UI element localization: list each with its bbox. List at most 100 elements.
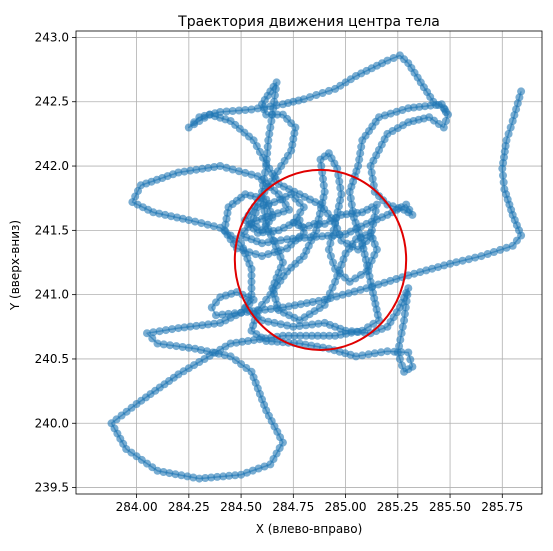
trajectory-point: [155, 209, 164, 218]
x-tick-label: 285.75: [481, 500, 523, 514]
trajectory-point: [247, 277, 256, 286]
y-tick-label: 242.5: [35, 95, 69, 109]
trajectory-point: [237, 470, 246, 479]
trajectory-point: [389, 54, 398, 62]
trajectory-point: [360, 328, 369, 337]
trajectory-point: [159, 468, 168, 476]
trajectory-point: [358, 351, 367, 360]
trajectory-point: [314, 319, 323, 328]
trajectory-point: [356, 285, 365, 294]
trajectory-point: [235, 106, 243, 115]
trajectory-point: [207, 473, 216, 482]
trajectory-point: [295, 322, 304, 330]
trajectory-point: [367, 168, 376, 177]
trajectory-point: [247, 105, 256, 114]
trajectory-point: [344, 289, 353, 298]
y-tick-label: 241.5: [35, 223, 69, 237]
trajectory-point: [452, 258, 461, 267]
trajectory-point: [336, 183, 345, 192]
trajectory-point: [258, 252, 266, 261]
trajectory-point: [397, 329, 406, 338]
trajectory-point: [504, 129, 513, 138]
trajectory-point: [290, 331, 299, 340]
trajectory-point: [372, 200, 381, 209]
trajectory-point: [335, 230, 344, 239]
trajectory-point: [337, 190, 346, 199]
trajectory-point: [508, 117, 517, 125]
trajectory-point: [320, 187, 329, 196]
trajectory-point: [416, 268, 425, 277]
trajectory-point: [197, 219, 206, 228]
trajectory-point: [192, 165, 201, 174]
trajectory-point: [329, 258, 337, 267]
trajectory-point: [508, 241, 517, 250]
trajectory-point: [400, 316, 409, 325]
trajectory-point: [370, 213, 379, 222]
trajectory-point: [247, 290, 256, 299]
trajectory-point: [401, 303, 410, 312]
trajectory-point: [260, 103, 269, 112]
trajectory-point: [446, 259, 455, 268]
trajectory-point: [441, 117, 450, 125]
trajectory-point: [209, 222, 218, 231]
trajectory-point: [222, 107, 231, 116]
x-tick-label: 285.00: [325, 500, 367, 514]
x-tick-label: 284.50: [220, 500, 262, 514]
trajectory-point: [477, 252, 486, 261]
trajectory-point: [325, 331, 334, 340]
trajectory-point: [245, 248, 254, 257]
trajectory-point: [183, 472, 192, 481]
trajectory-point: [273, 110, 282, 119]
trajectory-point: [216, 162, 225, 170]
trajectory-point: [312, 91, 321, 99]
trajectory-point: [278, 331, 287, 340]
reference-circle: [233, 168, 408, 351]
trajectory-point: [180, 323, 189, 332]
trajectory-point: [367, 226, 376, 235]
y-tick-label: 243.0: [35, 30, 69, 44]
trajectory-point: [180, 167, 189, 176]
trajectory-point: [177, 471, 186, 480]
y-axis: 239.5 240.0 240.5 241.0 241.5 242.0 242.5 243.0: [35, 30, 76, 495]
trajectory-point: [354, 162, 363, 170]
y-axis-label: Y (вверх-вниз): [8, 220, 22, 311]
trajectory-point: [239, 246, 248, 255]
trajectory-point: [184, 343, 193, 352]
trajectory-point: [247, 271, 256, 280]
trajectory-point: [324, 86, 333, 95]
trajectory-point: [318, 232, 327, 241]
trajectory-point: [216, 108, 225, 116]
trajectory-point: [204, 320, 213, 329]
y-tick-label: 242.0: [35, 159, 69, 173]
trajectory-point: [422, 266, 431, 275]
trajectory-point: [404, 271, 413, 280]
y-tick-label: 240.5: [35, 352, 69, 366]
x-tick-label: 285.25: [377, 500, 419, 514]
trajectory-point: [289, 322, 298, 331]
trajectory-point: [172, 342, 181, 351]
trajectory-point: [314, 296, 323, 305]
trajectory-point: [319, 181, 328, 190]
trajectory-point: [296, 300, 305, 309]
plot-frame: [75, 30, 543, 495]
trajectory-point: [380, 278, 389, 287]
trajectory-point: [148, 334, 157, 343]
trajectory-point: [404, 284, 413, 293]
trajectory-point: [395, 355, 404, 363]
trajectory-point: [198, 164, 207, 173]
trajectory-point: [347, 200, 356, 209]
trajectory-point: [396, 335, 405, 344]
trajectory-point: [228, 165, 237, 174]
trajectory-point: [395, 342, 404, 351]
trajectory-point: [290, 301, 299, 310]
trajectory-point: [165, 469, 174, 478]
trajectory-point: [247, 170, 256, 179]
trajectory-point: [276, 320, 285, 329]
trajectory-point: [241, 168, 250, 177]
trajectory-point: [283, 244, 292, 253]
trajectory-point: [222, 163, 231, 172]
trajectory-point: [335, 177, 344, 186]
trajectory-point: [483, 250, 492, 258]
trajectory-point: [308, 298, 317, 306]
trajectory-point: [441, 108, 450, 117]
